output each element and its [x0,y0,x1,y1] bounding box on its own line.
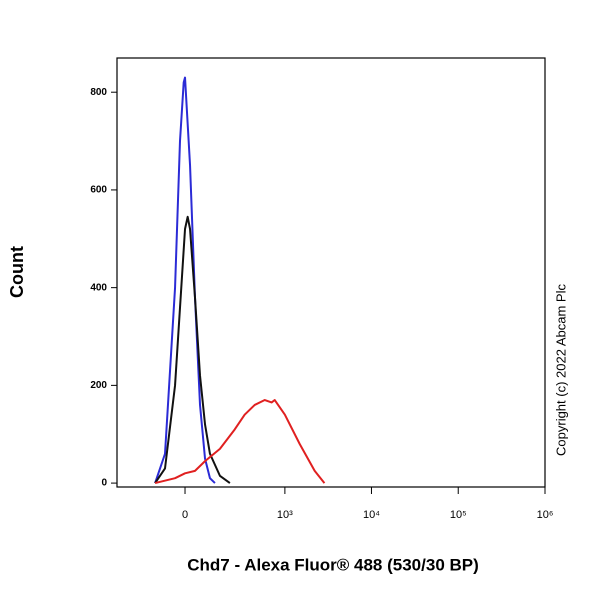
y-tick-label: 0 [101,478,107,489]
y-tick-label: 400 [90,282,107,293]
x-tick-label: 10³ [277,509,293,521]
y-tick-label: 600 [90,185,107,196]
plot-frame [116,57,546,488]
histogram-line [154,76,216,484]
y-axis-label: Count [7,246,27,298]
x-axis-label: Chd7 - Alexa Fluor® 488 (530/30 BP) [187,555,479,574]
y-tick-label: 200 [90,380,107,391]
y-tick-label: 800 [90,87,107,98]
x-tick-label: 0 [182,509,188,521]
x-tick-label: 10⁵ [450,509,467,521]
histogram-line [154,399,326,485]
histogram-line [154,215,231,484]
copyright: Copyright (c) 2022 Abcam Plc [553,284,568,456]
x-tick-label: 10⁶ [537,509,554,521]
x-tick-label: 10⁴ [363,509,380,521]
